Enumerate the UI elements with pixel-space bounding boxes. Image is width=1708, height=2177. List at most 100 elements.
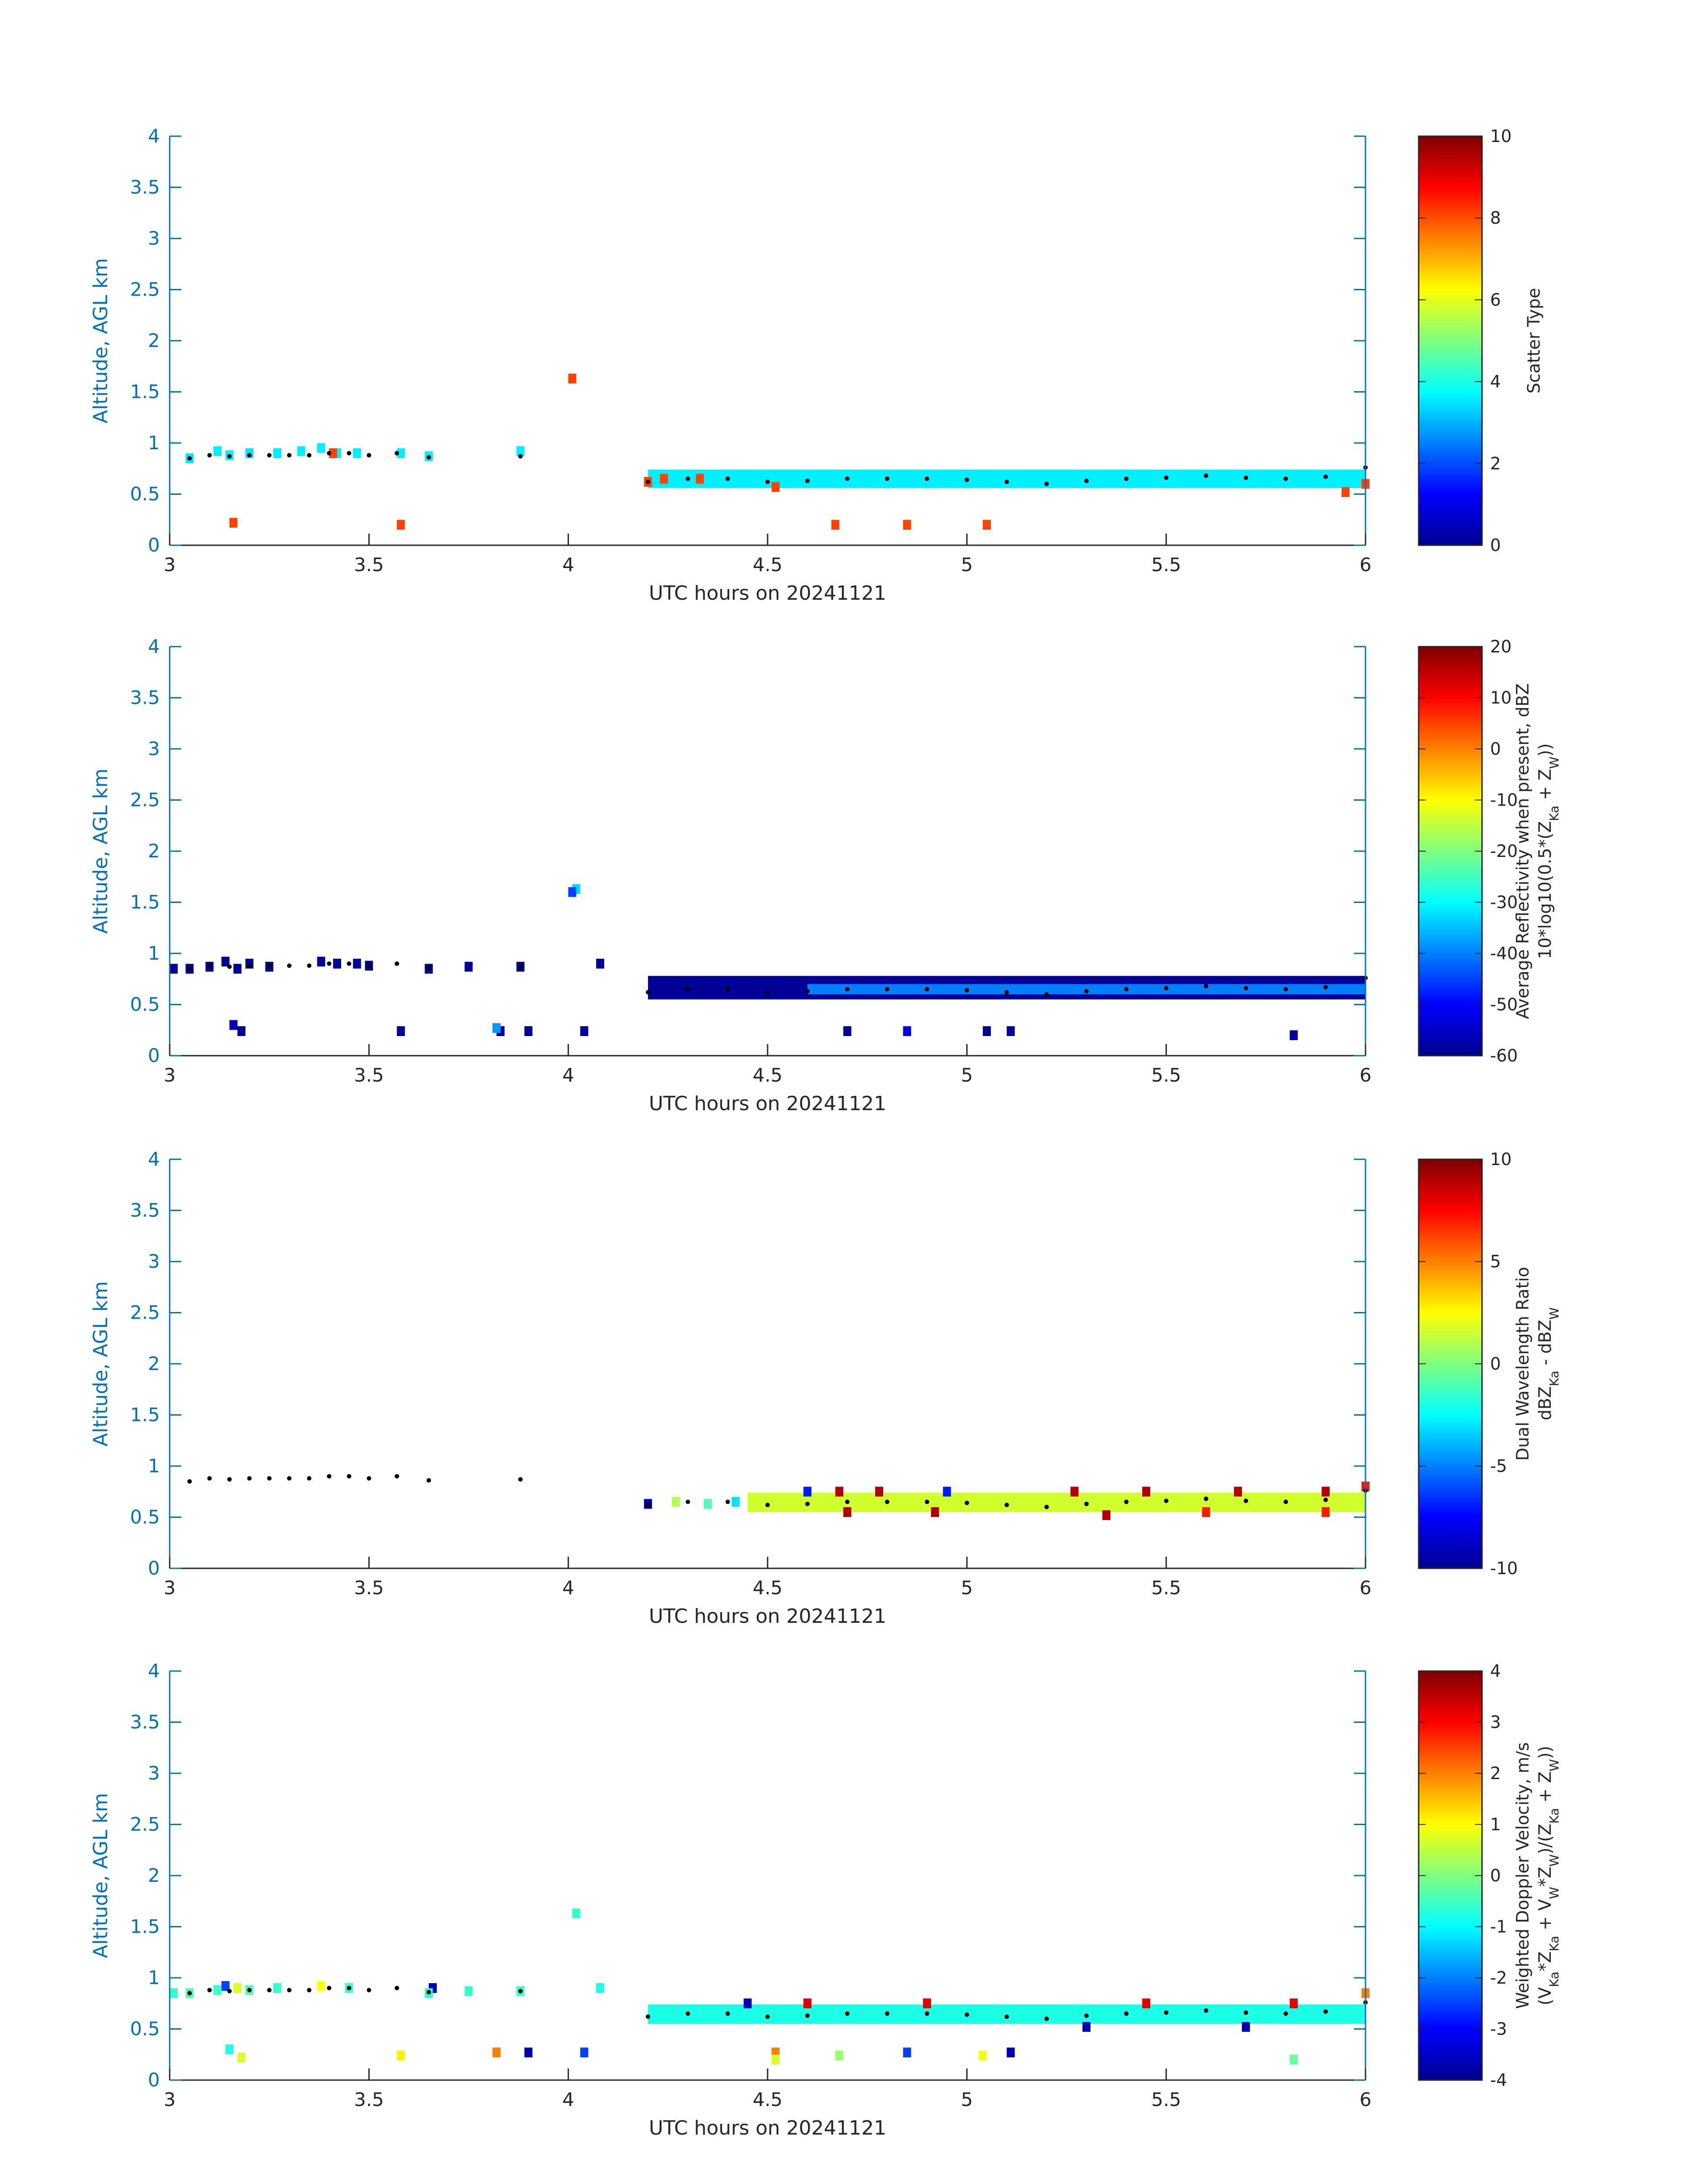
cloud-base-point	[367, 1988, 372, 1993]
data-cell	[221, 1981, 230, 1991]
cloud-base-point	[518, 1989, 523, 1993]
y-tick-label: 1	[148, 1967, 160, 1989]
data-cell	[903, 520, 911, 530]
y-tick-label: 0.5	[130, 2018, 160, 2040]
y-tick-label: 2	[148, 840, 160, 862]
data-cell	[524, 2047, 533, 2058]
cloud-base-point	[1323, 985, 1328, 990]
cloud-base-point	[925, 1500, 930, 1504]
cloud-base-point	[1004, 2014, 1009, 2019]
colorbar-tick-label: 4	[1490, 372, 1501, 392]
y-tick-label: 2	[148, 1353, 160, 1375]
data-cell	[979, 2051, 987, 2061]
colorbar-tick-label: 10	[1490, 126, 1512, 146]
x-tick-label: 3	[164, 2089, 176, 2110]
y-tick-label: 1.5	[130, 891, 160, 913]
cloud-base-point	[347, 1985, 351, 1990]
x-tick-label: 5	[961, 554, 973, 576]
cloud-base-point	[1084, 989, 1089, 994]
cloud-base-point	[1084, 478, 1089, 483]
cloud-base-point	[247, 1476, 252, 1481]
cloud-base-point	[518, 454, 523, 459]
cloud-base-point	[227, 1477, 232, 1482]
colorbar-tick-label: -50	[1490, 995, 1518, 1015]
y-tick-label: 3	[148, 1250, 160, 1272]
data-cell	[317, 957, 326, 967]
y-axis-label: Altitude, AGL km	[89, 769, 112, 934]
cloud-base-point	[646, 990, 651, 995]
data-cell	[696, 474, 704, 484]
cloud-base-point	[1164, 1498, 1169, 1503]
x-tick-label: 3.5	[354, 1577, 384, 1599]
x-tick-label: 5	[961, 1064, 973, 1086]
colorbar-tick-label: -2	[1490, 1968, 1507, 1988]
data-cell	[596, 958, 605, 969]
cloud-base-point	[426, 965, 431, 970]
cloud-base-point	[394, 451, 399, 455]
data-cell	[835, 2051, 844, 2061]
cloud-base-point	[207, 1476, 212, 1481]
y-tick-label: 0.5	[130, 1506, 160, 1528]
cloud-base-point	[765, 990, 770, 995]
cloud-base-point	[965, 477, 969, 482]
data-cell	[169, 964, 178, 974]
y-tick-label: 3	[148, 227, 160, 249]
cloud-base-point	[1124, 987, 1129, 992]
data-cell	[237, 2052, 246, 2063]
cloud-base-point	[1283, 476, 1288, 481]
y-tick-label: 0.5	[130, 483, 160, 505]
data-cell	[464, 1986, 473, 1996]
data-cell	[843, 1507, 852, 1517]
data-cell	[1290, 1998, 1298, 2009]
cloud-base-point	[187, 966, 192, 971]
data-cell	[982, 520, 991, 530]
data-cell	[568, 373, 576, 384]
colorbar-tick-label: 0	[1490, 1354, 1501, 1374]
y-tick-label: 1.5	[130, 1916, 160, 1938]
cloud-base-point	[307, 1988, 312, 1993]
colorbar-label: Scatter Type	[1524, 288, 1544, 393]
colorbar-tick-label: -3	[1490, 2019, 1507, 2039]
cloud-base-point	[845, 1500, 850, 1504]
x-tick-label: 4	[562, 554, 574, 576]
colorbar-tick-label: -10	[1490, 790, 1518, 810]
cloud-base-point	[1124, 476, 1129, 481]
cloud-base-point	[426, 455, 431, 460]
cloud-base-point	[367, 1476, 372, 1481]
cloud-base-point	[1124, 1500, 1129, 1504]
data-cell	[580, 2047, 589, 2058]
colorbar-label: dBZKa - dBZW	[1535, 1307, 1562, 1420]
cloud-base-point	[925, 2011, 930, 2016]
cloud-base-point	[367, 963, 372, 968]
cloud-base-point	[1164, 475, 1169, 480]
data-cell	[731, 1497, 740, 1507]
data-cell	[397, 1026, 405, 1036]
cloud-base-point	[287, 1988, 292, 1993]
data-cell	[1006, 2047, 1015, 2058]
cloud-base-point	[1203, 984, 1208, 989]
data-cell	[923, 1998, 931, 2009]
data-cell	[233, 964, 242, 974]
data-cell	[397, 520, 405, 530]
data-cell	[317, 443, 326, 453]
colorbar-tick-label: 20	[1490, 637, 1512, 656]
x-tick-label: 3	[164, 1577, 176, 1599]
colorbar-tick-label: 1	[1490, 1815, 1501, 1834]
data-cell	[492, 2047, 501, 2058]
y-tick-label: 4	[148, 125, 160, 147]
cloud-base-point	[227, 964, 232, 969]
y-axis-label: Altitude, AGL km	[89, 1281, 112, 1446]
x-axis-label: UTC hours on 20241121	[649, 582, 886, 605]
cloud-base-point	[845, 476, 850, 481]
cloud-base-point	[805, 989, 810, 994]
y-tick-label: 2.5	[130, 1813, 160, 1835]
data-cell	[353, 448, 361, 458]
data-cell	[1234, 1487, 1242, 1497]
y-tick-label: 1.5	[130, 381, 160, 403]
data-cell	[1142, 1998, 1151, 2009]
colorbar-tick-label: -60	[1490, 1046, 1518, 1066]
y-axis-label: Altitude, AGL km	[89, 1793, 112, 1958]
x-tick-label: 4.5	[753, 2089, 783, 2110]
cloud-base-point	[267, 963, 272, 968]
y-tick-label: 2.5	[130, 789, 160, 811]
